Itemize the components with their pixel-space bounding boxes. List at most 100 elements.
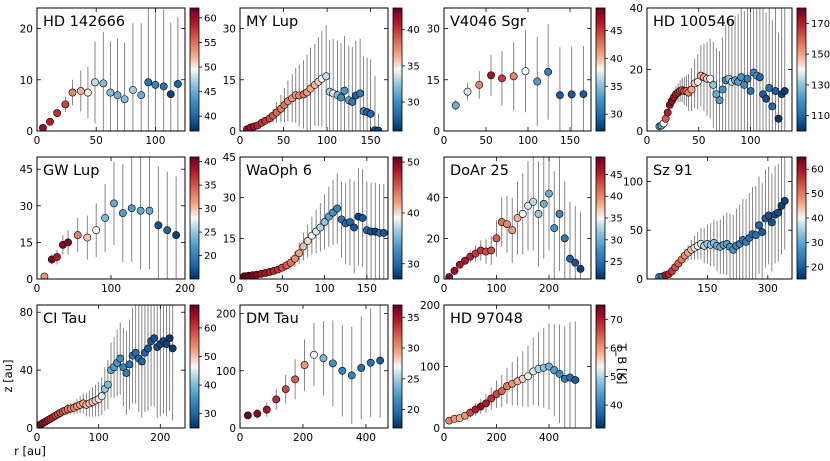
x-tick-label: 50: [276, 283, 289, 295]
axes-frame: [443, 156, 592, 280]
colorbar-tick-label: 45: [204, 87, 217, 98]
data-point: [46, 117, 54, 126]
y-tick-label: 200: [420, 300, 440, 312]
plot-area: [240, 167, 388, 279]
data-point: [780, 87, 789, 95]
colorbar-tick-label: 40: [204, 112, 217, 123]
data-point: [746, 87, 755, 95]
data-point: [509, 72, 518, 81]
axes-frame: [646, 156, 793, 280]
colorbar-tick-label: 25: [204, 228, 217, 239]
data-point: [68, 88, 77, 97]
panel-hd-100546: 0 50 100 0 20 40 HD 100546 110 130 150 170: [630, 3, 830, 147]
data-point: [357, 364, 366, 372]
data-point: [39, 124, 47, 131]
data-point: [764, 211, 773, 220]
data-point: [768, 102, 777, 111]
x-tick-label: 150: [697, 283, 717, 295]
y-tick-label: 0: [26, 423, 33, 435]
colorbar-tick-label: 30: [204, 409, 217, 420]
x-tick-label: 0: [644, 135, 651, 147]
data-point: [529, 197, 538, 206]
colorbar-tick-label: 50: [204, 63, 217, 74]
colorbar: [392, 304, 403, 429]
data-point: [320, 218, 329, 226]
colorbar-tick-label: 60: [204, 13, 217, 24]
data-point: [83, 233, 92, 242]
data-point: [556, 91, 564, 100]
colorbar-tick-label: 40: [407, 208, 420, 219]
colorbar-tick-label: 50: [610, 372, 623, 383]
y-tick-label: 20: [20, 24, 33, 36]
y-tick-label: 0: [26, 126, 33, 138]
panel-title: HD 100546: [653, 14, 735, 30]
data-point: [693, 77, 702, 86]
axes-frame: [36, 304, 186, 429]
plot-area: [40, 157, 181, 279]
data-point: [366, 110, 375, 118]
colorbar-tick-label: 110: [811, 111, 830, 122]
colorbar-tick-label: 30: [610, 110, 623, 121]
data-point: [487, 394, 496, 403]
panel-gw-lup: 0 100 200 0 15 30 45 GW Lup 20 25 30 35 40: [20, 156, 217, 295]
data-point: [712, 90, 721, 98]
y-tick-label: 40: [20, 365, 33, 377]
x-tick-label: 100: [486, 283, 506, 295]
axes-frame: [443, 7, 592, 132]
data-point: [571, 258, 580, 267]
data-point: [116, 354, 125, 363]
y-tick-label: 0: [433, 423, 440, 435]
data-point: [144, 344, 152, 353]
x-tick-label: 100: [145, 135, 165, 147]
y-tick-label: 80: [20, 307, 33, 319]
x-tick-label: 100: [101, 283, 121, 295]
data-point: [508, 226, 517, 235]
colorbar-tick-label: 130: [811, 80, 830, 91]
x-tick-label: 150: [357, 283, 377, 295]
y-tick-label: 0: [229, 126, 236, 138]
data-point: [740, 80, 749, 89]
data-point: [545, 362, 553, 371]
data-point: [92, 226, 101, 235]
x-tick-label: 0: [441, 283, 448, 295]
colorbar-tick-label: 60: [811, 165, 824, 176]
data-point: [767, 218, 776, 227]
panel-v4046-sgr: 0 50 100 150 0 15 30 V4046 Sgr 30 35 40 45: [427, 7, 623, 147]
data-point: [295, 249, 304, 258]
data-point: [166, 90, 175, 98]
colorbar-tick-label: 20: [811, 262, 824, 273]
data-point: [144, 78, 153, 87]
data-point: [136, 206, 145, 215]
data-point: [104, 380, 112, 389]
data-point: [243, 411, 252, 420]
colorbar-tick-label: 30: [407, 98, 420, 109]
colorbar-tick-label: 50: [407, 158, 420, 169]
colorbar: [189, 7, 200, 132]
colorbar-tick-label: 40: [610, 192, 623, 203]
data-point: [576, 264, 585, 273]
colorbar: [392, 7, 403, 132]
data-point: [159, 82, 168, 91]
data-point: [310, 350, 318, 359]
data-point: [350, 223, 359, 232]
colorbar-tick-label: 60: [610, 343, 623, 354]
y-tick-label: 100: [623, 176, 643, 188]
panel-waoph-6: 0 50 100 150 0 15 30 45 WaOph 6 30 40 50: [223, 152, 420, 295]
data-point: [492, 234, 501, 243]
plot-area: [451, 24, 588, 131]
x-tick-label: 0: [441, 432, 448, 444]
y-tick-label: 30: [223, 193, 236, 205]
data-point: [172, 231, 181, 239]
colorbar-tick-label: 40: [610, 401, 623, 412]
x-tick-label: 100: [317, 135, 337, 147]
data-point: [122, 369, 131, 377]
data-point: [379, 229, 388, 237]
panel-sz-91: 150 300 0 50 100 Sz 91 20 30 40 50 60: [623, 156, 824, 295]
colorbar-tick-label: 40: [407, 25, 420, 36]
axes-frame: [239, 304, 389, 429]
data-point: [461, 256, 469, 265]
colorbar: [595, 7, 606, 132]
panel-title: WaOph 6: [246, 163, 312, 179]
x-tick-label: 400: [356, 432, 376, 444]
colorbar-tick-label: 30: [407, 259, 420, 270]
